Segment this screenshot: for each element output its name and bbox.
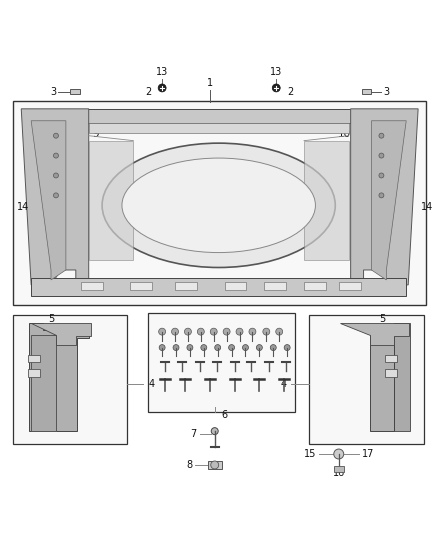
Text: 2: 2 <box>145 87 152 97</box>
Bar <box>339 282 360 290</box>
Bar <box>264 282 286 290</box>
Circle shape <box>243 345 248 351</box>
Circle shape <box>184 328 191 335</box>
Circle shape <box>223 328 230 335</box>
Polygon shape <box>340 322 409 345</box>
Text: 11: 11 <box>171 173 185 183</box>
Circle shape <box>53 173 58 178</box>
Circle shape <box>158 84 166 92</box>
Text: 17: 17 <box>361 449 374 459</box>
Circle shape <box>256 345 262 351</box>
Text: 16: 16 <box>332 468 345 478</box>
Circle shape <box>198 328 204 335</box>
Text: 9: 9 <box>92 128 99 139</box>
Bar <box>31 278 406 296</box>
Ellipse shape <box>102 143 335 268</box>
Circle shape <box>211 427 218 434</box>
Circle shape <box>201 345 207 351</box>
Text: 5: 5 <box>379 314 385 324</box>
Circle shape <box>159 345 165 351</box>
Circle shape <box>53 133 58 138</box>
Polygon shape <box>21 109 89 295</box>
Circle shape <box>215 345 221 351</box>
Bar <box>31 109 406 123</box>
Text: 1: 1 <box>207 78 213 88</box>
Text: 8: 8 <box>187 460 193 470</box>
Circle shape <box>229 345 235 351</box>
Circle shape <box>379 173 384 178</box>
Text: 13: 13 <box>270 67 283 77</box>
Circle shape <box>270 345 276 351</box>
Text: 12: 12 <box>261 207 274 217</box>
Circle shape <box>210 328 217 335</box>
Bar <box>334 466 344 472</box>
Polygon shape <box>371 121 406 280</box>
Bar <box>309 315 424 444</box>
Bar <box>175 282 197 290</box>
Circle shape <box>379 153 384 158</box>
Bar <box>304 141 349 260</box>
Text: 5: 5 <box>48 314 54 324</box>
Text: 4: 4 <box>148 379 154 390</box>
Bar <box>361 90 371 94</box>
Bar <box>304 282 326 290</box>
Bar <box>385 369 397 377</box>
Circle shape <box>53 153 58 158</box>
Text: 4: 4 <box>281 379 287 390</box>
Bar <box>89 141 133 260</box>
Circle shape <box>249 328 256 335</box>
Bar <box>13 315 127 444</box>
Bar <box>28 354 40 362</box>
Polygon shape <box>31 322 91 345</box>
Bar <box>225 282 247 290</box>
Circle shape <box>172 328 179 335</box>
Circle shape <box>284 345 290 351</box>
Bar <box>148 313 295 412</box>
Circle shape <box>379 133 384 138</box>
Bar <box>70 90 80 94</box>
Bar <box>89 123 349 133</box>
Circle shape <box>53 193 58 198</box>
Polygon shape <box>29 322 89 431</box>
Polygon shape <box>351 109 418 295</box>
Circle shape <box>276 328 283 335</box>
Text: 15: 15 <box>304 449 316 459</box>
Text: 3: 3 <box>383 87 389 97</box>
Bar <box>385 354 397 362</box>
Polygon shape <box>370 335 394 431</box>
Text: 7: 7 <box>191 429 197 439</box>
Text: 14: 14 <box>17 203 29 212</box>
Text: 2: 2 <box>287 87 293 97</box>
Polygon shape <box>394 322 410 431</box>
Bar <box>208 461 222 469</box>
Polygon shape <box>31 335 56 431</box>
Ellipse shape <box>122 158 315 253</box>
Circle shape <box>263 328 270 335</box>
Circle shape <box>334 449 344 459</box>
Text: 13: 13 <box>156 67 168 77</box>
Circle shape <box>159 328 166 335</box>
Circle shape <box>272 84 280 92</box>
Polygon shape <box>31 121 66 280</box>
Text: 10: 10 <box>338 128 351 139</box>
Circle shape <box>379 193 384 198</box>
Bar <box>81 282 102 290</box>
Bar <box>13 101 426 305</box>
Circle shape <box>211 461 219 469</box>
Text: 6: 6 <box>222 410 228 420</box>
Bar <box>131 282 152 290</box>
Bar <box>28 369 40 377</box>
Text: 3: 3 <box>50 87 56 97</box>
Circle shape <box>236 328 243 335</box>
Circle shape <box>187 345 193 351</box>
Circle shape <box>173 345 179 351</box>
Text: 14: 14 <box>421 203 433 212</box>
